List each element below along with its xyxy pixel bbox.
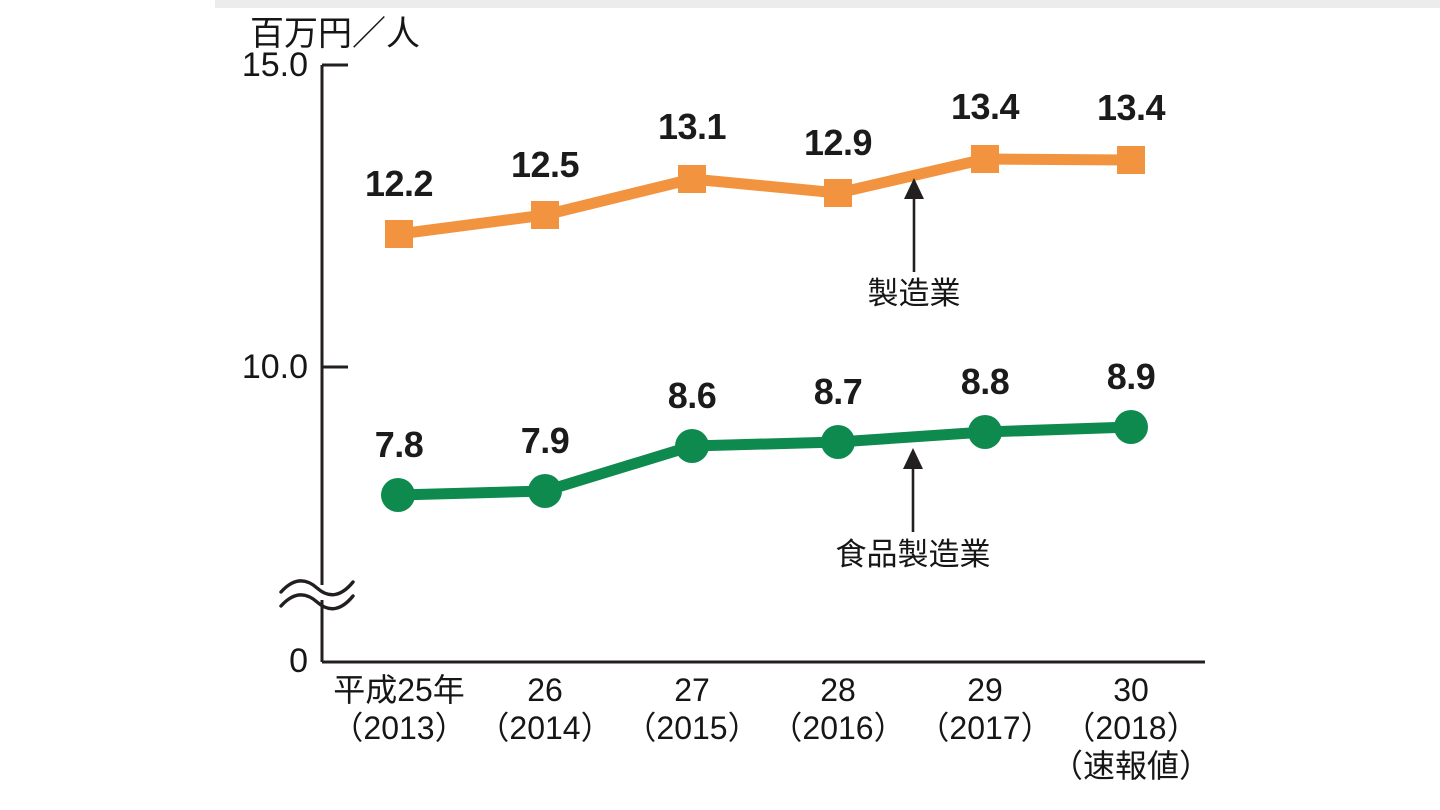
data-label-manufacturing-0: 12.2 xyxy=(364,163,434,204)
x-category-1-era: 26 xyxy=(527,672,563,708)
x-category-5: 30 （2018） （速報値） xyxy=(1031,672,1231,785)
y-tick-label-15: 15.0 xyxy=(241,46,308,84)
x-category-4: 29 （2017） xyxy=(885,672,1085,748)
data-label-manufacturing-5: 13.4 xyxy=(1096,87,1166,128)
y-tick-label-0: 0 xyxy=(289,642,308,680)
x-category-3-year: （2016） xyxy=(770,709,906,746)
marker-circle-2 xyxy=(675,429,709,463)
x-category-1-year: （2014） xyxy=(477,709,613,746)
data-label-manufacturing-2: 13.1 xyxy=(657,106,727,147)
x-category-2-year: （2015） xyxy=(624,709,760,746)
series-line-manufacturing xyxy=(385,145,1145,248)
data-label-food-3: 8.7 xyxy=(813,371,863,412)
data-label-food-2: 8.6 xyxy=(667,375,717,416)
x-category-5-year: （2018） xyxy=(1063,709,1199,746)
x-category-0: 平成25年 （2013） xyxy=(299,672,499,748)
marker-circle-5 xyxy=(1114,410,1148,444)
series-annotation-manufacturing: 製造業 xyxy=(867,276,961,311)
marker-square-4 xyxy=(971,145,999,173)
x-category-5-note: （速報値） xyxy=(1050,747,1211,784)
x-category-5-era: 30 xyxy=(1113,672,1149,708)
y-axis-unit-label: 百万円／人 xyxy=(250,15,420,53)
annotation-arrow-food-manufacturing xyxy=(903,448,923,532)
marker-square-1 xyxy=(531,201,559,229)
marker-circle-3 xyxy=(821,425,855,459)
marker-square-3 xyxy=(824,179,852,207)
data-label-manufacturing-1: 12.5 xyxy=(510,144,580,185)
marker-square-0 xyxy=(385,220,413,248)
x-category-0-era: 平成25年 xyxy=(333,672,465,708)
data-label-food-0: 7.8 xyxy=(374,424,424,465)
top-gray-band xyxy=(215,0,1440,8)
marker-circle-1 xyxy=(528,474,562,508)
x-category-2: 27 （2015） xyxy=(592,672,792,748)
series-line-food-manufacturing xyxy=(381,410,1148,512)
x-category-2-era: 27 xyxy=(674,672,710,708)
x-category-4-era: 29 xyxy=(967,672,1003,708)
x-category-0-year: （2013） xyxy=(331,709,467,746)
marker-circle-4 xyxy=(968,415,1002,449)
data-label-manufacturing-4: 13.4 xyxy=(950,86,1020,127)
data-label-manufacturing-3: 12.9 xyxy=(803,122,873,163)
annotation-arrow-manufacturing xyxy=(904,178,924,272)
x-category-4-year: （2017） xyxy=(917,709,1053,746)
marker-square-2 xyxy=(678,165,706,193)
series-annotation-food-manufacturing: 食品製造業 xyxy=(835,537,991,572)
axis-break-icon xyxy=(279,579,355,611)
marker-square-5 xyxy=(1117,146,1145,174)
x-category-3: 28 （2016） xyxy=(738,672,938,748)
data-label-food-5: 8.9 xyxy=(1106,356,1156,397)
y-tick-label-10: 10.0 xyxy=(241,348,308,386)
marker-circle-0 xyxy=(381,478,415,512)
data-label-food-1: 7.9 xyxy=(520,420,570,461)
data-label-food-4: 8.8 xyxy=(960,361,1010,402)
x-category-1: 26 （2014） xyxy=(445,672,645,748)
x-category-3-era: 28 xyxy=(820,672,856,708)
